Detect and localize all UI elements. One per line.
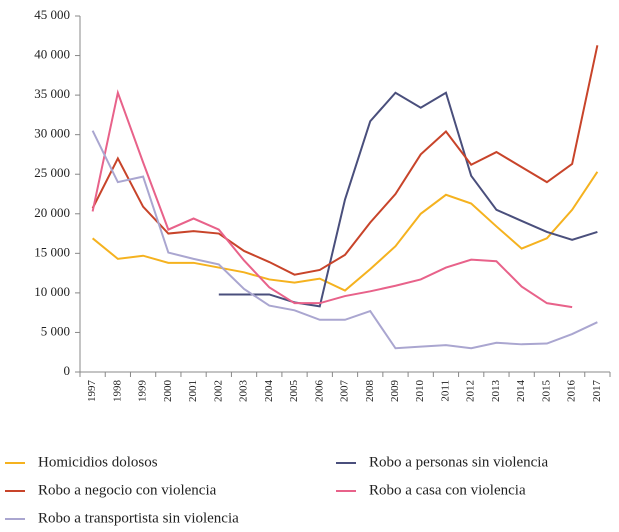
x-tick-label: 2007: [339, 380, 351, 403]
y-tick-label: 10 000: [34, 284, 70, 299]
legend-label: Robo a transportista sin violencia: [38, 510, 239, 526]
x-tick-label: 1997: [86, 380, 98, 403]
x-tick-label: 2008: [364, 380, 376, 403]
y-tick-label: 30 000: [34, 126, 70, 141]
x-tick-label: 2015: [540, 380, 552, 403]
x-tick-label: 1998: [111, 380, 123, 403]
legend-label: Homicidios dolosos: [38, 454, 158, 470]
y-tick-label: 0: [64, 363, 71, 378]
legend-label: Robo a casa con violencia: [369, 482, 526, 498]
y-tick-label: 25 000: [34, 165, 70, 180]
y-tick-label: 5 000: [41, 323, 70, 338]
x-tick-label: 2005: [288, 380, 300, 403]
series-line: [91, 171, 599, 292]
x-tick-label: 2009: [389, 380, 401, 403]
x-tick-label: 2017: [591, 380, 603, 403]
x-tick-label: 2010: [414, 380, 426, 403]
legend-label: Robo a personas sin violencia: [369, 454, 548, 470]
series-line: [218, 91, 598, 308]
x-tick-label: 2016: [566, 380, 578, 403]
x-tick-label: 2006: [313, 380, 325, 403]
y-tick-label: 15 000: [34, 244, 70, 259]
x-tick-label: 2012: [465, 380, 477, 402]
y-tick-label: 35 000: [34, 86, 70, 101]
x-tick-label: 2004: [263, 380, 275, 403]
y-tick-label: 40 000: [34, 47, 70, 62]
x-tick-label: 2014: [515, 380, 527, 403]
x-tick-label: 2003: [238, 380, 250, 403]
x-tick-label: 1999: [137, 380, 149, 403]
series-line: [91, 89, 573, 309]
x-tick-label: 2011: [439, 380, 451, 402]
y-tick-label: 20 000: [34, 205, 70, 220]
x-tick-label: 2002: [212, 380, 224, 402]
y-tick-label: 45 000: [34, 7, 70, 22]
series-line: [91, 45, 599, 276]
series-line: [91, 130, 598, 350]
x-tick-label: 2000: [162, 380, 174, 403]
x-tick-label: 2013: [490, 380, 502, 403]
x-tick-label: 2001: [187, 380, 199, 402]
legend-label: Robo a negocio con violencia: [38, 482, 217, 498]
